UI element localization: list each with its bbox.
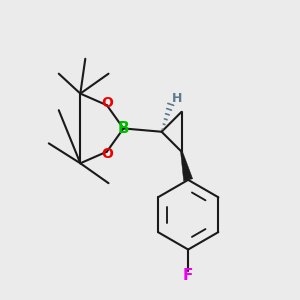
Text: H: H: [172, 92, 183, 105]
Text: O: O: [101, 147, 113, 161]
Text: F: F: [183, 268, 193, 283]
Polygon shape: [181, 152, 193, 181]
Text: B: B: [118, 121, 129, 136]
Text: O: O: [101, 96, 113, 110]
